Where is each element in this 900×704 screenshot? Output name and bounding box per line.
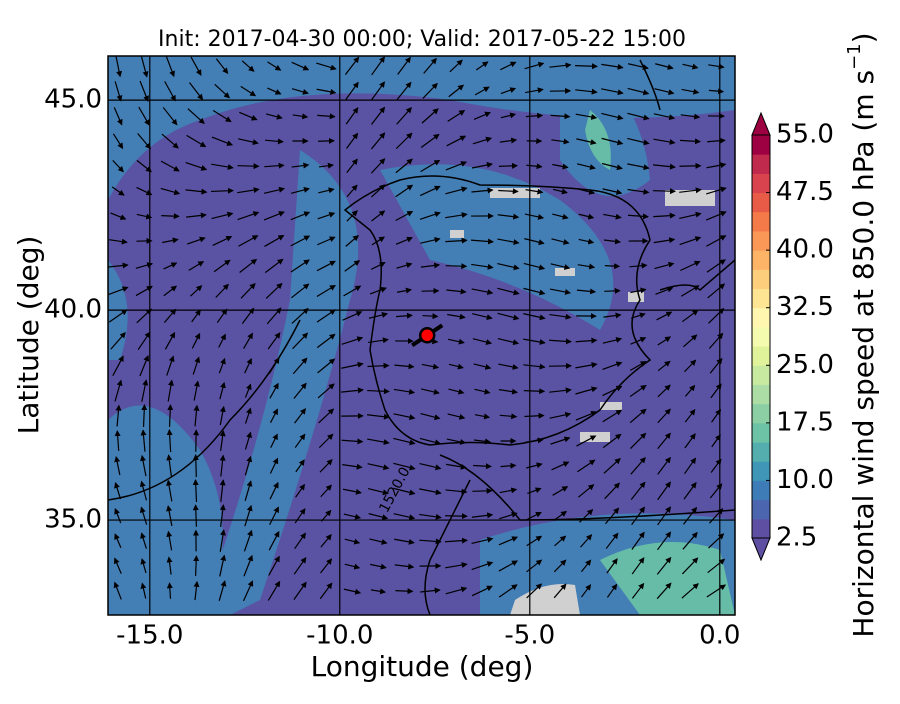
map-area: 1520.0 — [108, 55, 735, 615]
wind-arrow — [575, 66, 597, 67]
y-axis-label: Latitude (deg) — [12, 236, 45, 435]
colorbar-level — [752, 423, 770, 443]
colorbar-level — [752, 193, 770, 213]
x-tick-label: 0.0 — [699, 621, 740, 651]
colorbar-level — [752, 250, 770, 270]
wind-arrow — [395, 591, 412, 592]
wind-arrow — [196, 556, 197, 576]
colorbar-level — [752, 461, 770, 481]
x-axis-label: Longitude (deg) — [311, 650, 534, 683]
colorbar-level — [752, 346, 770, 366]
colorbar-level — [752, 289, 770, 309]
colorbar-level — [752, 154, 770, 174]
colorbar-tick-label: 47.5 — [776, 177, 834, 207]
colorbar-level — [752, 308, 770, 328]
colorbar-tick-label: 32.5 — [776, 292, 834, 322]
colorbar-tick-label: 40.0 — [776, 235, 834, 265]
wind-arrow — [196, 505, 197, 527]
station-marker — [420, 328, 434, 342]
colorbar-level — [752, 384, 770, 404]
colorbar-level — [752, 365, 770, 385]
colorbar-level — [752, 404, 770, 424]
colorbar-level — [752, 173, 770, 193]
wind-arrow — [653, 191, 675, 192]
colorbar-tick-label: 25.0 — [776, 350, 834, 380]
title: Init: 2017-04-30 00:00; Valid: 2017-05-2… — [158, 27, 686, 52]
colorbar-tick-label: 10.0 — [776, 465, 834, 495]
x-tick-label: -5.0 — [504, 621, 555, 651]
x-tick-label: -10.0 — [306, 621, 373, 651]
y-tick-label: 40.0 — [44, 295, 102, 325]
colorbar-level — [752, 500, 770, 520]
colorbar: 2.5 10.0 17.5 25.0 32.5 40.0 47.5 55.0 — [752, 113, 834, 560]
colorbar-level — [752, 519, 770, 539]
wind-arrow — [499, 166, 517, 167]
wind-arrow — [237, 166, 258, 167]
y-tick-label: 35.0 — [44, 505, 102, 535]
wind-arrow — [446, 266, 467, 267]
colorbar-level — [752, 269, 770, 289]
colorbar-label-main: Horizontal wind speed at 850.0 hPa (m s — [847, 70, 880, 638]
colorbar-level — [752, 442, 770, 462]
wind-arrow — [604, 291, 619, 292]
colorbar-label-sup: −1 — [844, 43, 865, 70]
wind-arrow — [161, 216, 179, 217]
y-tick-label: 45.0 — [44, 85, 102, 115]
colorbar-level — [752, 480, 770, 500]
wind-arrow — [318, 141, 334, 142]
wind-arrow — [679, 166, 700, 167]
x-tick-label: -15.0 — [116, 621, 183, 651]
colorbar-level — [752, 231, 770, 251]
wind-arrow — [211, 191, 233, 192]
colorbar-extend-max — [752, 113, 770, 135]
colorbar-level — [752, 135, 770, 155]
wind-arrow — [605, 266, 619, 267]
colorbar-tick-label: 2.5 — [776, 523, 817, 553]
wind-arrow — [445, 516, 467, 517]
wind-arrow — [472, 491, 491, 492]
colorbar-label-end: ) — [847, 32, 880, 43]
colorbar-label: Horizontal wind speed at 850.0 hPa (m s−… — [844, 32, 880, 637]
colorbar-tick-label: 17.5 — [776, 407, 834, 437]
colorbar-tick-label: 55.0 — [776, 120, 834, 150]
colorbar-level — [752, 212, 770, 232]
colorbar-extend-min — [752, 538, 770, 560]
colorbar-level — [752, 327, 770, 347]
wind-arrow — [524, 391, 544, 392]
